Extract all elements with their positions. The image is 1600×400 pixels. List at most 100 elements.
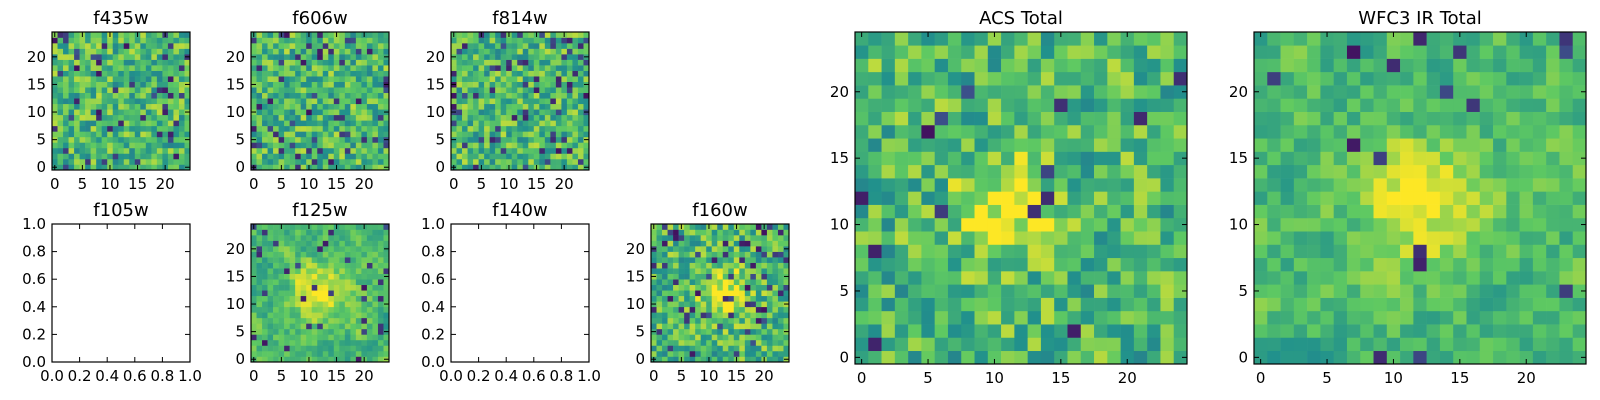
heatmap-cell: [1519, 271, 1534, 285]
heatmap-cell: [57, 103, 64, 110]
heatmap-cell: [783, 295, 790, 302]
heatmap-cell: [344, 92, 351, 99]
heatmap-cell: [766, 246, 773, 252]
heatmap-cell: [1054, 244, 1068, 259]
heatmap-cell: [74, 142, 80, 149]
heatmap-cell: [1293, 204, 1308, 219]
y-tick-label: 15: [27, 75, 46, 93]
heatmap-cell: [689, 257, 696, 263]
heatmap-cell: [151, 59, 158, 66]
heatmap-cell: [289, 345, 296, 352]
heatmap-cell: [1360, 337, 1374, 352]
heatmap-cell: [267, 43, 274, 49]
heatmap-cell: [744, 295, 751, 302]
heatmap-cell: [284, 54, 290, 60]
heatmap-cell: [339, 306, 346, 313]
heatmap-cell: [1133, 138, 1148, 152]
heatmap-cell: [52, 98, 58, 105]
heatmap-cell: [107, 87, 114, 94]
heatmap-cell: [495, 153, 501, 160]
heatmap-cell: [278, 125, 285, 132]
heatmap-cell: [1280, 111, 1295, 126]
heatmap-cell: [728, 251, 735, 258]
heatmap-cell: [112, 147, 119, 154]
heatmap-cell: [317, 153, 324, 160]
heatmap-cell: [1280, 124, 1295, 139]
heatmap-cell: [921, 71, 935, 86]
heatmap-cell: [173, 120, 180, 127]
heatmap-cell: [744, 251, 751, 258]
heatmap-cell: [361, 54, 368, 60]
heatmap-cell: [267, 328, 274, 335]
heatmap-cell: [961, 284, 975, 298]
heatmap-cell: [1572, 284, 1587, 298]
heatmap-cell: [1506, 257, 1520, 272]
heatmap-cell: [473, 147, 479, 154]
heatmap-cell: [129, 76, 136, 82]
heatmap-cell: [689, 235, 696, 241]
heatmap-cell: [129, 109, 136, 116]
heatmap-cell: [572, 81, 579, 88]
heatmap-cell: [1532, 111, 1547, 126]
heatmap-cell: [974, 244, 989, 259]
heatmap-cell: [361, 246, 368, 252]
heatmap-cell: [383, 87, 390, 94]
heatmap-cell: [1094, 284, 1108, 298]
heatmap-cell: [717, 295, 724, 302]
heatmap-cell: [311, 345, 318, 352]
heatmap-cell: [1080, 191, 1095, 205]
heatmap-cell: [63, 125, 69, 132]
heatmap-cell: [350, 323, 357, 330]
heatmap-cell: [695, 290, 701, 297]
heatmap-cell: [1133, 124, 1148, 139]
heatmap-cell: [1413, 297, 1427, 312]
heatmap-cell: [1546, 58, 1560, 73]
heatmap-cell: [372, 103, 379, 110]
heatmap-cell: [539, 109, 546, 116]
heatmap-cell: [140, 158, 147, 165]
heatmap-cell: [1519, 138, 1534, 152]
heatmap-cell: [484, 65, 490, 71]
heatmap-cell: [52, 59, 58, 66]
y-tick-label: 10: [226, 295, 245, 313]
heatmap-cell: [178, 147, 185, 154]
heatmap-cell: [868, 71, 882, 86]
heatmap-cell: [755, 301, 762, 308]
heatmap-cell: [96, 48, 102, 55]
heatmap-cell: [256, 262, 263, 269]
heatmap-cell: [673, 224, 679, 230]
heatmap-cell: [328, 142, 335, 149]
heatmap-cell: [300, 246, 307, 252]
heatmap-cell: [344, 356, 351, 363]
heatmap-cell: [934, 271, 949, 285]
heatmap-cell: [167, 164, 174, 171]
heatmap-cell: [322, 273, 329, 280]
heatmap-cell: [484, 37, 490, 44]
heatmap-cell: [1373, 337, 1388, 352]
heatmap-cell: [1572, 217, 1587, 232]
heatmap-cell: [256, 109, 263, 116]
heatmap-cell: [511, 114, 518, 121]
heatmap-cell: [750, 279, 757, 286]
heatmap-cell: [506, 59, 513, 66]
heatmap-cell: [1346, 124, 1361, 139]
heatmap-cell: [118, 48, 125, 55]
heatmap-cell: [1160, 151, 1175, 166]
heatmap-cell: [678, 306, 685, 313]
heatmap-cell: [761, 345, 768, 352]
heatmap-cell: [178, 70, 185, 77]
heatmap-cell: [145, 164, 152, 171]
heatmap-cell: [881, 231, 896, 245]
heatmap-cell: [1373, 244, 1388, 259]
heatmap-cell: [1333, 58, 1348, 73]
heatmap-cell: [383, 103, 390, 110]
heatmap-cell: [561, 103, 568, 110]
heatmap-cell: [522, 131, 529, 138]
heatmap-cell: [284, 290, 290, 297]
heatmap-cell: [506, 103, 513, 110]
heatmap-cell: [528, 37, 535, 44]
heatmap-cell: [1453, 310, 1467, 325]
heatmap-cell: [667, 301, 674, 308]
heatmap-cell: [750, 273, 757, 280]
heatmap-cell: [79, 59, 86, 66]
